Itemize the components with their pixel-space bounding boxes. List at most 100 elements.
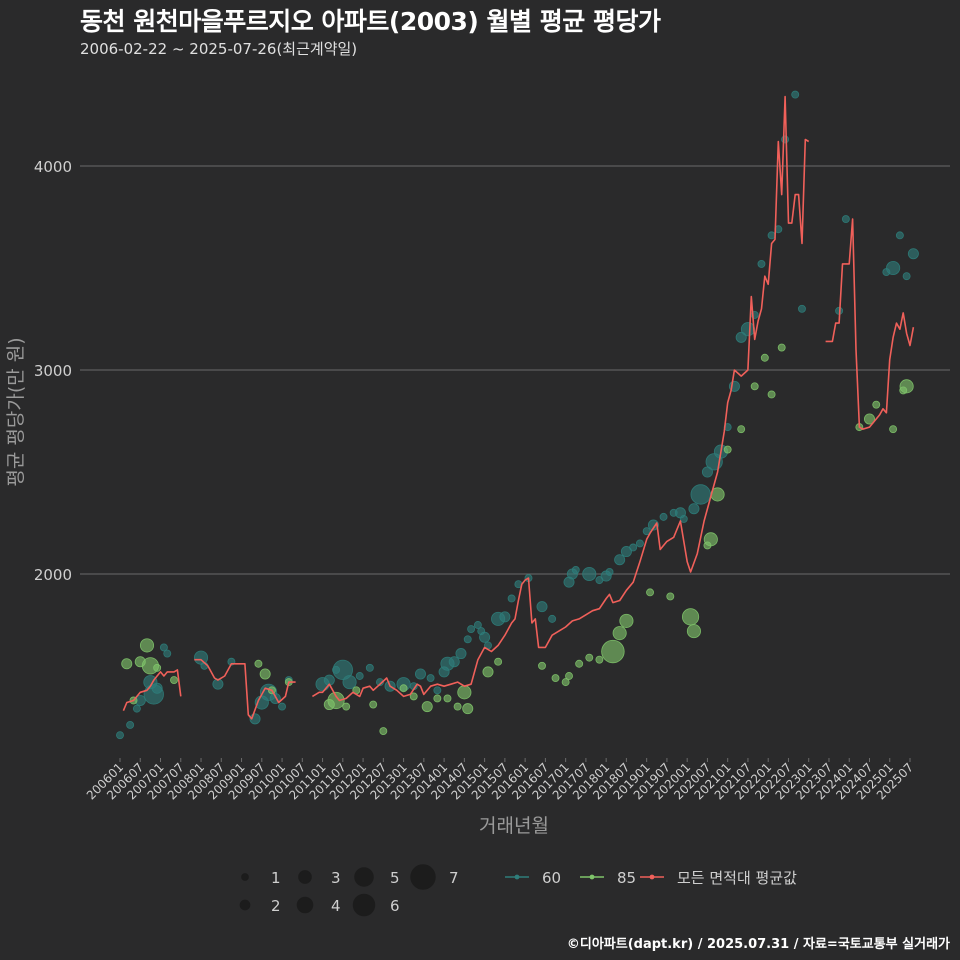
series-60-point: [426, 674, 435, 682]
grid-layer: [80, 165, 950, 575]
series-60-point: [499, 611, 511, 623]
page-subtitle: 2006-02-22 ~ 2025-07-26(최근계약일): [80, 40, 358, 58]
series-85-point: [619, 613, 634, 628]
series-85-point: [575, 659, 584, 668]
series-60-point: [479, 631, 491, 643]
series-60-point: [757, 259, 766, 268]
series-85-point: [453, 702, 462, 711]
series-60-point: [376, 678, 384, 687]
series-60-point: [126, 721, 135, 729]
series-60-point: [278, 702, 287, 711]
size-legend-label: 7: [449, 869, 459, 887]
series-85-point: [723, 445, 732, 454]
series-60-point: [886, 260, 901, 276]
series-60-point: [740, 322, 755, 337]
series-60-point: [895, 231, 904, 240]
series-60-point: [679, 514, 688, 523]
size-legend-dot: [410, 864, 436, 890]
series-60-point: [902, 272, 911, 281]
series-85-point: [462, 703, 474, 715]
average-line-segment: [825, 218, 915, 431]
series-60-point: [635, 539, 644, 548]
series-60-point: [463, 635, 472, 644]
series-60-point: [507, 594, 516, 603]
series-85-point: [872, 400, 881, 409]
size-legend-label: 4: [331, 897, 341, 915]
series-60-point: [473, 621, 482, 629]
series-85-point: [760, 353, 769, 362]
series-60-point: [614, 554, 626, 566]
series-85-point: [899, 379, 914, 394]
average-line-layer: [122, 95, 915, 720]
series-85-point: [551, 674, 560, 682]
color-legend-label: 60: [542, 869, 561, 887]
series-85-point: [482, 666, 494, 678]
series-60-point: [841, 215, 850, 223]
series-60-point: [116, 731, 124, 740]
y-tick-label: 2000: [34, 566, 72, 584]
color-legend-dot: [589, 874, 595, 880]
series-60-point: [781, 135, 790, 144]
series-60-point: [455, 648, 467, 660]
series-85-points: [121, 343, 914, 736]
average-line-segment: [311, 95, 810, 702]
series-85-point: [457, 685, 472, 700]
series-85-point: [767, 390, 776, 399]
series-85-point: [750, 382, 759, 391]
series-85-point: [565, 672, 573, 680]
series-60-point: [159, 643, 168, 652]
series-85-point: [170, 676, 178, 685]
series-60-point: [767, 231, 776, 240]
series-60-point: [433, 686, 442, 695]
series-85-point: [433, 694, 442, 703]
series-60-point: [132, 704, 141, 713]
color-legend-dot: [649, 874, 655, 880]
series-85-point: [254, 659, 263, 668]
series-85-point: [703, 532, 718, 547]
series-60-point: [365, 663, 374, 672]
size-legend-dot: [352, 893, 376, 917]
series-60-point: [332, 659, 353, 681]
size-legend-label: 3: [331, 869, 341, 887]
color-legend-dot: [514, 874, 520, 880]
series-60-point: [151, 682, 163, 694]
series-85-point: [538, 661, 546, 670]
size-legend-dot: [296, 896, 314, 914]
series-60-point: [620, 546, 632, 558]
x-axis: 2006012006072007012007072008012008072009…: [84, 758, 916, 803]
series-85-point: [889, 425, 898, 434]
series-85-point: [342, 702, 351, 711]
y-axis-title: 평균 평당가(만 원): [5, 337, 27, 486]
credit-text: ©디아파트(dapt.kr) / 2025.07.31 / 자료=국토교통부 실…: [566, 937, 950, 952]
series-85-point: [601, 639, 625, 664]
series-60-point: [414, 668, 426, 680]
series-85-point: [646, 588, 654, 597]
series-60-point: [605, 568, 614, 576]
series-60-point: [571, 565, 580, 574]
series-85-point: [561, 678, 570, 687]
size-legend-label: 5: [390, 869, 400, 887]
size-legend-dot: [298, 870, 312, 884]
series-85-point: [666, 592, 675, 601]
series-60-point: [791, 90, 800, 99]
size-legend-label: 1: [271, 869, 281, 887]
series-60-point: [342, 675, 357, 690]
series-85-point: [153, 663, 162, 672]
series-85-point: [863, 413, 875, 425]
size-legend-dot: [354, 867, 374, 887]
series-60-point: [798, 304, 806, 313]
average-line-segment: [122, 669, 182, 712]
series-60-point: [629, 543, 638, 552]
page-title: 동천 원천마을푸르지오 아파트(2003) 월별 평균 평당가: [80, 7, 661, 36]
series-85-point: [409, 692, 418, 701]
series-85-point: [327, 691, 345, 710]
legend: 1 2 3 4 5 6 7 60 85 모든 면적대 평균값: [239, 864, 797, 917]
series-85-point: [399, 684, 408, 693]
series-85-point: [686, 624, 701, 639]
size-legend-dot: [239, 899, 251, 911]
series-85-point: [369, 700, 378, 709]
series-60-point: [548, 614, 557, 623]
series-60-point: [642, 527, 651, 536]
average-line-segment: [194, 658, 296, 720]
